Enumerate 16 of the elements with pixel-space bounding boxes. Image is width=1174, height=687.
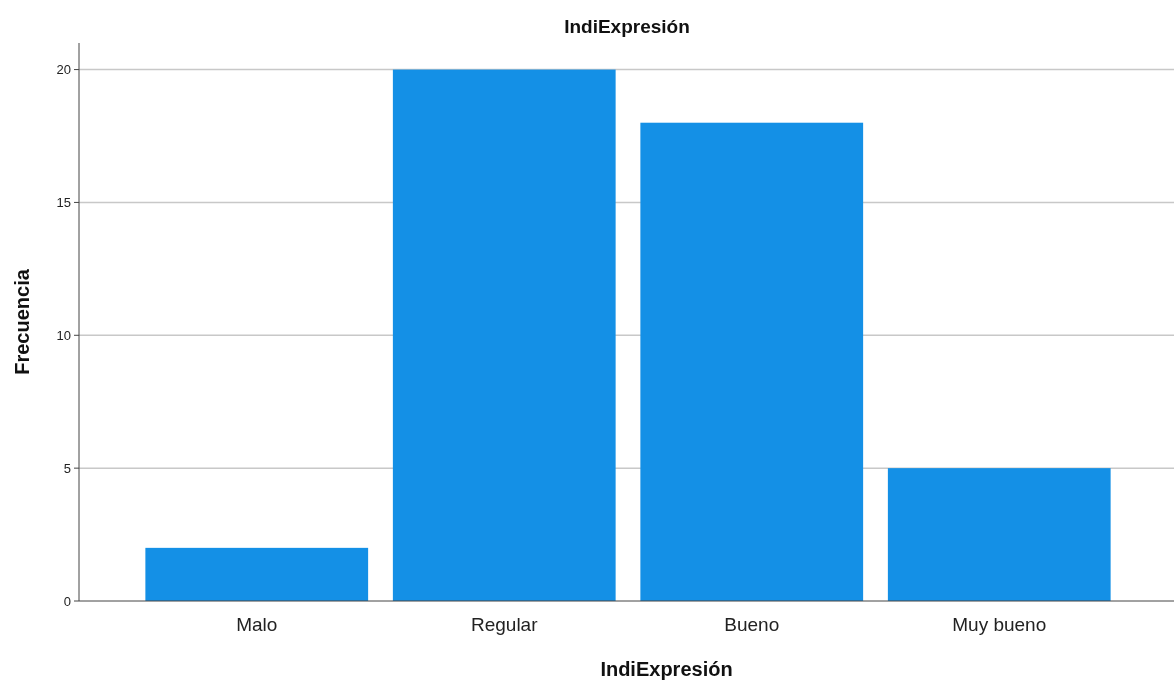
bar <box>887 468 1111 601</box>
bar <box>392 69 616 601</box>
y-tick-label: 10 <box>56 327 71 343</box>
bar <box>145 547 369 601</box>
y-tick-label: 20 <box>56 62 71 78</box>
bar <box>640 122 864 601</box>
x-tick-label: Malo <box>236 614 278 635</box>
x-axis-title: IndiExpresión <box>600 658 733 680</box>
y-tick-label: 0 <box>63 593 71 609</box>
y-axis-title: Frecuencia <box>11 268 33 375</box>
x-tick-label: Regular <box>470 614 539 635</box>
x-tick-label: Muy bueno <box>952 614 1047 635</box>
x-tick-label: Bueno <box>724 614 780 635</box>
y-tick-label: 5 <box>63 460 71 476</box>
y-tick-label: 15 <box>56 194 71 210</box>
chart-title: IndiExpresión <box>564 16 690 37</box>
